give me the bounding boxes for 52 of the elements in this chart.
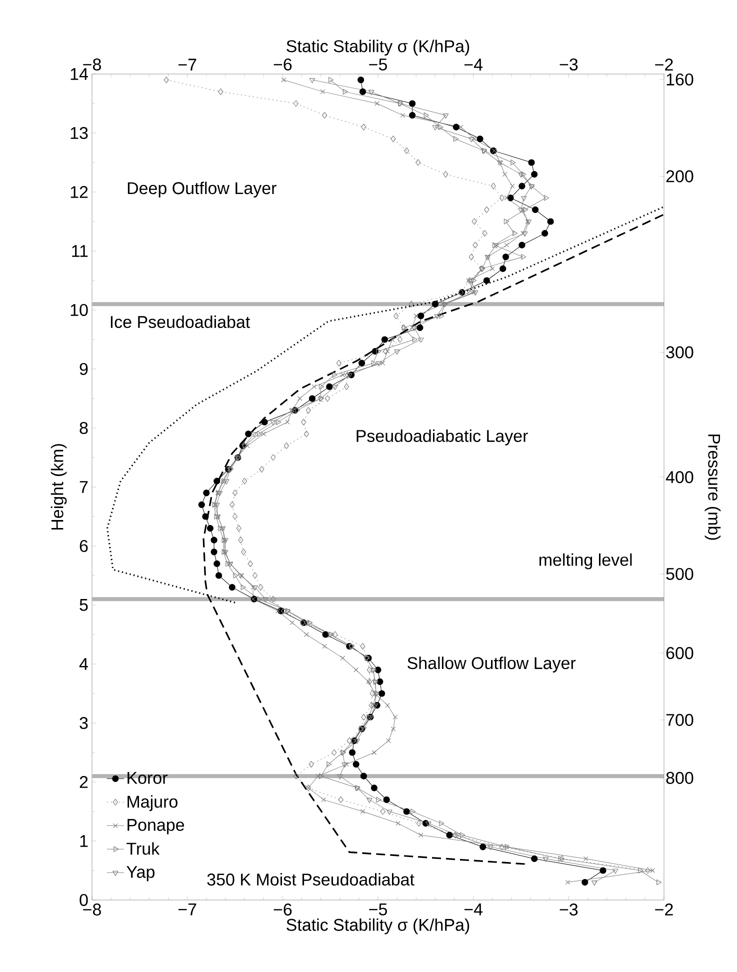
- y-tick-label: 6: [80, 540, 88, 552]
- annotation: melting level: [539, 553, 632, 570]
- annotation: Deep Outflow Layer: [128, 182, 276, 198]
- x-axis-title: Static Stability σ (K/hPa): [286, 918, 470, 934]
- y-tick-label: 13: [70, 126, 88, 140]
- legend-label: Ponape: [128, 819, 184, 834]
- y-tick-label: 9: [80, 362, 88, 376]
- y-tick-label: 7: [80, 481, 88, 493]
- y-tick-label: 2: [80, 776, 88, 788]
- y-tick-label: 1: [80, 835, 88, 847]
- x2-axis-title: Static Stability σ (K/hPa): [286, 40, 470, 56]
- legend-label: Majuro: [128, 795, 178, 812]
- y2-tick-label: 300: [666, 346, 694, 358]
- y-axis-title: Height (km): [50, 444, 67, 530]
- y-tick-label: 4: [79, 658, 88, 670]
- annotation: Pseudoadiabatic Layer: [356, 430, 528, 446]
- y2-tick-label: 800: [666, 772, 694, 784]
- x2-tick-label: −2: [655, 904, 673, 916]
- y2-tick-label: 700: [666, 714, 694, 726]
- y-tick-label: 12: [70, 186, 88, 198]
- x-tick-label: −4: [464, 58, 483, 70]
- y2-tick-label: 500: [666, 568, 694, 580]
- y-tick-label: 11: [72, 245, 88, 257]
- annotation: 350 K Moist Pseudoadiabat: [207, 873, 414, 886]
- x-tick-label: −2: [655, 58, 673, 70]
- y-tick-label: 10: [70, 304, 88, 316]
- x-tick-label: −6: [274, 58, 292, 71]
- x2-tick-label: −7: [178, 904, 196, 916]
- y-tick-label: 14: [70, 68, 88, 80]
- y2-tick-label: 200: [666, 170, 694, 182]
- x-tick-label: −7: [178, 58, 196, 70]
- x-tick-label: −8: [83, 58, 101, 71]
- annotation: Shallow Outflow Layer: [408, 656, 576, 673]
- y2-tick-label: 160: [666, 73, 694, 86]
- y2-tick-label: 600: [666, 647, 694, 660]
- x-tick-label: −3: [560, 58, 578, 71]
- annotation: Ice Pseudoadiabat: [110, 316, 250, 328]
- y2-axis-title: Pressure (mb): [704, 434, 721, 540]
- x2-tick-label: −6: [274, 904, 292, 916]
- y-tick-label: 0: [80, 894, 88, 906]
- y-tick-label: 3: [80, 716, 88, 730]
- legend-label: Truk: [126, 842, 160, 855]
- y2-tick-label: 400: [666, 471, 694, 484]
- x2-tick-label: −4: [464, 904, 483, 916]
- x-tick-label: −5: [369, 58, 387, 71]
- legend-label: Koror: [128, 772, 168, 784]
- y-tick-label: 8: [80, 422, 88, 434]
- y-tick-label: 5: [80, 599, 88, 611]
- legend-label: Yap: [126, 866, 154, 882]
- x2-tick-label: −8: [83, 904, 101, 916]
- x2-tick-label: −3: [560, 904, 578, 916]
- x2-tick-label: −5: [369, 904, 387, 916]
